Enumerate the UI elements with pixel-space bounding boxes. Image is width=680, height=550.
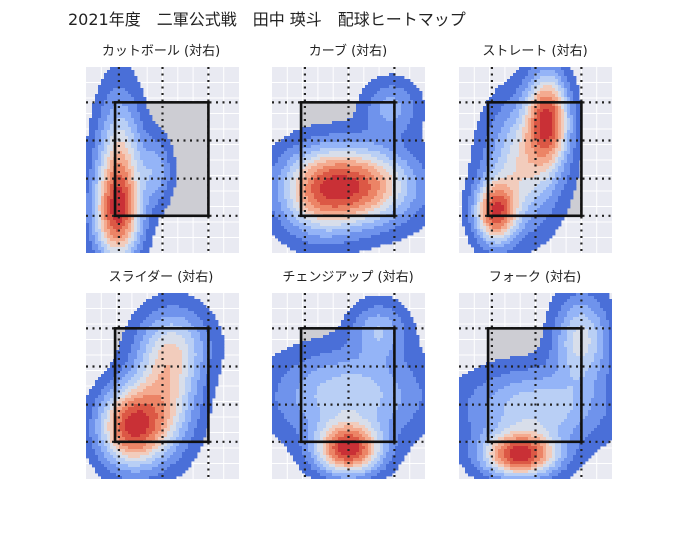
density-layer xyxy=(459,293,612,479)
strike-zone-outline xyxy=(113,327,210,444)
heatmap-panel-1 xyxy=(272,67,425,253)
panel-title-fork: フォーク (対右) xyxy=(488,270,582,285)
panel-title-curve: カーブ (対右) xyxy=(308,44,388,59)
strike-zone-outline xyxy=(113,101,210,218)
panel-title-cutball: カットボール (対右) xyxy=(101,44,221,59)
panel-title-slider: スライダー (対右) xyxy=(108,270,214,285)
density-layer xyxy=(86,293,225,479)
strike-zone-outline xyxy=(486,327,583,444)
panel-title-changeup: チェンジアップ (対右) xyxy=(282,270,414,285)
heatmap-panel-3 xyxy=(86,293,239,479)
panel-title-straight: ストレート (対右) xyxy=(482,44,588,59)
figure-title: 2021年度 二軍公式戦 田中 瑛斗 配球ヒートマップ xyxy=(68,10,466,29)
strike-zone-outline xyxy=(299,327,396,444)
density-layer xyxy=(272,73,425,253)
strike-zone-outline xyxy=(299,101,396,218)
heatmap-panel-2 xyxy=(459,67,612,253)
heatmap-panel-5 xyxy=(459,293,612,479)
heatmap-panel-4 xyxy=(272,293,425,479)
strike-zone-outline xyxy=(486,101,583,218)
heatmap-panel-0 xyxy=(86,67,239,253)
